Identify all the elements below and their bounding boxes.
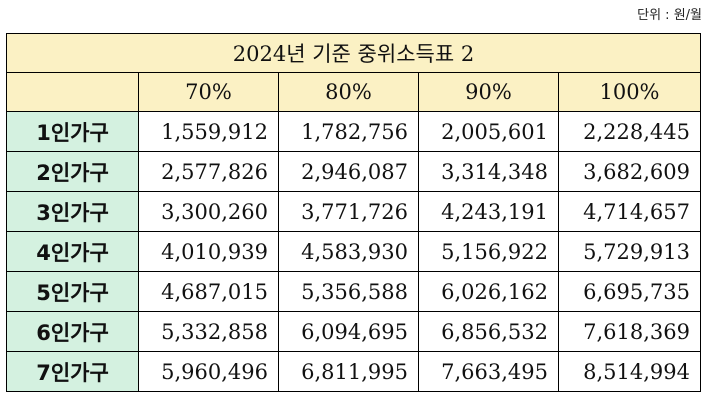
table-row: 6인가구 5,332,858 6,094,695 6,856,532 7,618…: [6, 311, 701, 352]
table-cell: 4,583,930: [278, 231, 419, 272]
table-cell: 4,243,191: [418, 191, 559, 232]
table-cell: 5,960,496: [138, 351, 279, 392]
table-cell: 6,856,532: [418, 311, 559, 352]
column-header-70: 70%: [138, 72, 279, 112]
table-cell: 7,663,495: [418, 351, 559, 392]
table-cell: 3,314,348: [418, 151, 559, 192]
table-cell: 5,156,922: [418, 231, 559, 272]
table-cell: 6,811,995: [278, 351, 419, 392]
table-cell: 3,300,260: [138, 191, 279, 232]
table-row: 2인가구 2,577,826 2,946,087 3,314,348 3,682…: [6, 151, 701, 192]
row-header: 7인가구: [6, 351, 139, 392]
row-header: 3인가구: [6, 191, 139, 232]
median-income-table: 2024년 기준 중위소득표 2 70% 80% 90% 100% 1인가구 1…: [6, 33, 701, 392]
table-cell: 1,782,756: [278, 111, 419, 152]
row-header: 1인가구: [6, 111, 139, 152]
column-header-row: 70% 80% 90% 100%: [6, 72, 701, 112]
column-header-100: 100%: [558, 72, 701, 112]
table-cell: 7,618,369: [558, 311, 701, 352]
table-cell: 3,682,609: [558, 151, 701, 192]
table-cell: 2,228,445: [558, 111, 701, 152]
table-cell: 5,332,858: [138, 311, 279, 352]
table-cell: 1,559,912: [138, 111, 279, 152]
column-header-90: 90%: [418, 72, 559, 112]
table-cell: 5,356,588: [278, 271, 419, 312]
corner-cell: [6, 72, 139, 112]
table-row: 5인가구 4,687,015 5,356,588 6,026,162 6,695…: [6, 271, 701, 312]
table-cell: 5,729,913: [558, 231, 701, 272]
table-cell: 6,695,735: [558, 271, 701, 312]
row-header: 2인가구: [6, 151, 139, 192]
table-cell: 8,514,994: [558, 351, 701, 392]
table-cell: 4,714,657: [558, 191, 701, 232]
table-row: 1인가구 1,559,912 1,782,756 2,005,601 2,228…: [6, 111, 701, 152]
column-header-80: 80%: [278, 72, 419, 112]
table-cell: 4,687,015: [138, 271, 279, 312]
table-cell: 3,771,726: [278, 191, 419, 232]
table-row: 7인가구 5,960,496 6,811,995 7,663,495 8,514…: [6, 351, 701, 392]
table-cell: 2,577,826: [138, 151, 279, 192]
row-header: 4인가구: [6, 231, 139, 272]
table-cell: 4,010,939: [138, 231, 279, 272]
table-cell: 2,946,087: [278, 151, 419, 192]
unit-label: 단위 : 원/월: [637, 8, 702, 23]
row-header: 6인가구: [6, 311, 139, 352]
table-title: 2024년 기준 중위소득표 2: [6, 33, 701, 73]
table-cell: 6,094,695: [278, 311, 419, 352]
table-row: 4인가구 4,010,939 4,583,930 5,156,922 5,729…: [6, 231, 701, 272]
table-cell: 2,005,601: [418, 111, 559, 152]
table-cell: 6,026,162: [418, 271, 559, 312]
row-header: 5인가구: [6, 271, 139, 312]
table-row: 3인가구 3,300,260 3,771,726 4,243,191 4,714…: [6, 191, 701, 232]
